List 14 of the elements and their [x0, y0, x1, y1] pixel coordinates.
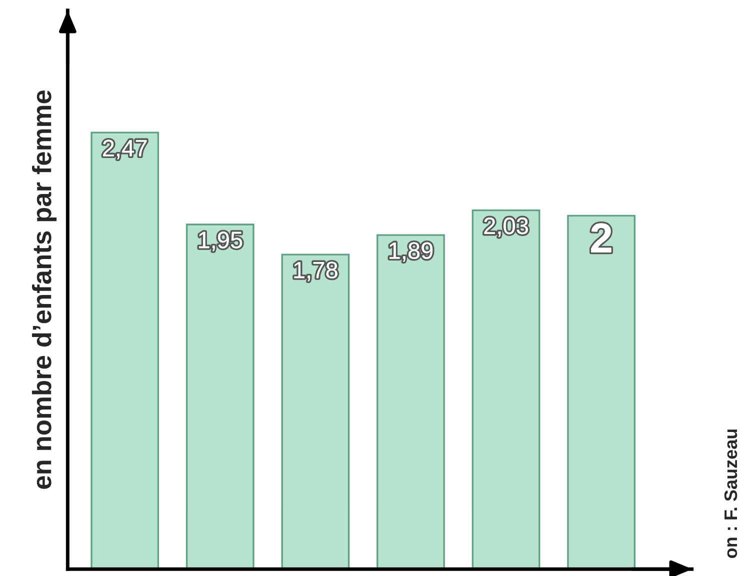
data-label: 2,03: [484, 218, 528, 238]
data-label: 1,95: [198, 232, 242, 252]
bar: [281, 254, 350, 570]
text: on : F. Sauzeau: [724, 430, 738, 558]
data-label: 2,47: [103, 140, 147, 160]
data-label: 1,78: [294, 262, 338, 282]
bar: [376, 234, 445, 570]
y-axis-title: en nombre d’enfants par femme: [32, 90, 57, 489]
bar: [90, 132, 160, 570]
bar: [567, 214, 636, 570]
bar: [186, 224, 254, 570]
bar: [472, 210, 540, 570]
data-label: 1,89: [390, 242, 433, 262]
data-label: 2: [591, 223, 612, 252]
